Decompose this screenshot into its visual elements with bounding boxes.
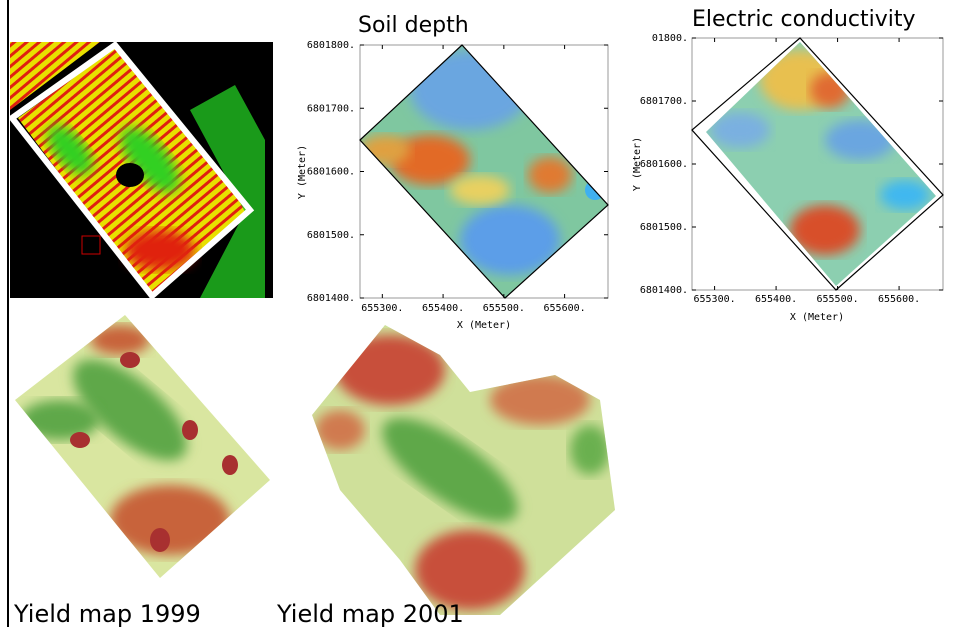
x-axis-label: X (Meter)	[457, 320, 511, 331]
y-tick-label: 6801400.	[640, 285, 688, 296]
caption: Yield map 1999	[13, 600, 201, 627]
electric-conductivity-plot: Electric conductivity 01800. 6801700. 6801…	[632, 7, 943, 323]
y-axis-label: Y (Meter)	[632, 137, 643, 191]
x-axis-label: X (Meter)	[790, 312, 844, 323]
y-tick-label: 6801800.	[307, 40, 355, 51]
x-tick-label: 655500.	[817, 294, 859, 305]
yield-map-1999: Yield map 1999	[10, 310, 275, 627]
x-tick-label: 655600.	[878, 294, 920, 305]
y-axis-label: Y (Meter)	[297, 145, 308, 199]
caption: Yield map 2001	[276, 600, 464, 627]
x-tick-label: 655400.	[755, 294, 797, 305]
y-tick-label: 6801700.	[640, 96, 688, 107]
y-tick-label: 01800.	[652, 33, 688, 44]
x-tick-label: 655300.	[694, 294, 736, 305]
panel-title: Electric conductivity	[692, 7, 916, 32]
y-tick-label: 6801500.	[307, 230, 355, 241]
x-tick-label: 655600.	[544, 303, 586, 314]
x-tick-label: 655400.	[422, 303, 464, 314]
panel-title: Soil depth	[358, 13, 469, 38]
figure: Soil depth 6801800. 6801700. 6801600. 68015…	[0, 0, 953, 627]
x-tick-label: 655500.	[483, 303, 525, 314]
x-tick-label: 655300.	[361, 303, 403, 314]
y-tick-label: 6801700.	[307, 103, 355, 114]
figure-canvas: Soil depth 6801800. 6801700. 6801600. 68015…	[0, 0, 953, 627]
yield-aerial-map	[10, 42, 273, 298]
y-tick-label: 6801400.	[307, 293, 355, 304]
y-tick-label: 6801600.	[307, 167, 355, 178]
soil-depth-plot: Soil depth 6801800. 6801700. 6801600. 68015…	[297, 13, 608, 331]
y-tick-label: 6801600.	[640, 159, 688, 170]
yield-map-2001: Yield map 2001	[276, 320, 620, 627]
y-tick-label: 6801500.	[640, 222, 688, 233]
